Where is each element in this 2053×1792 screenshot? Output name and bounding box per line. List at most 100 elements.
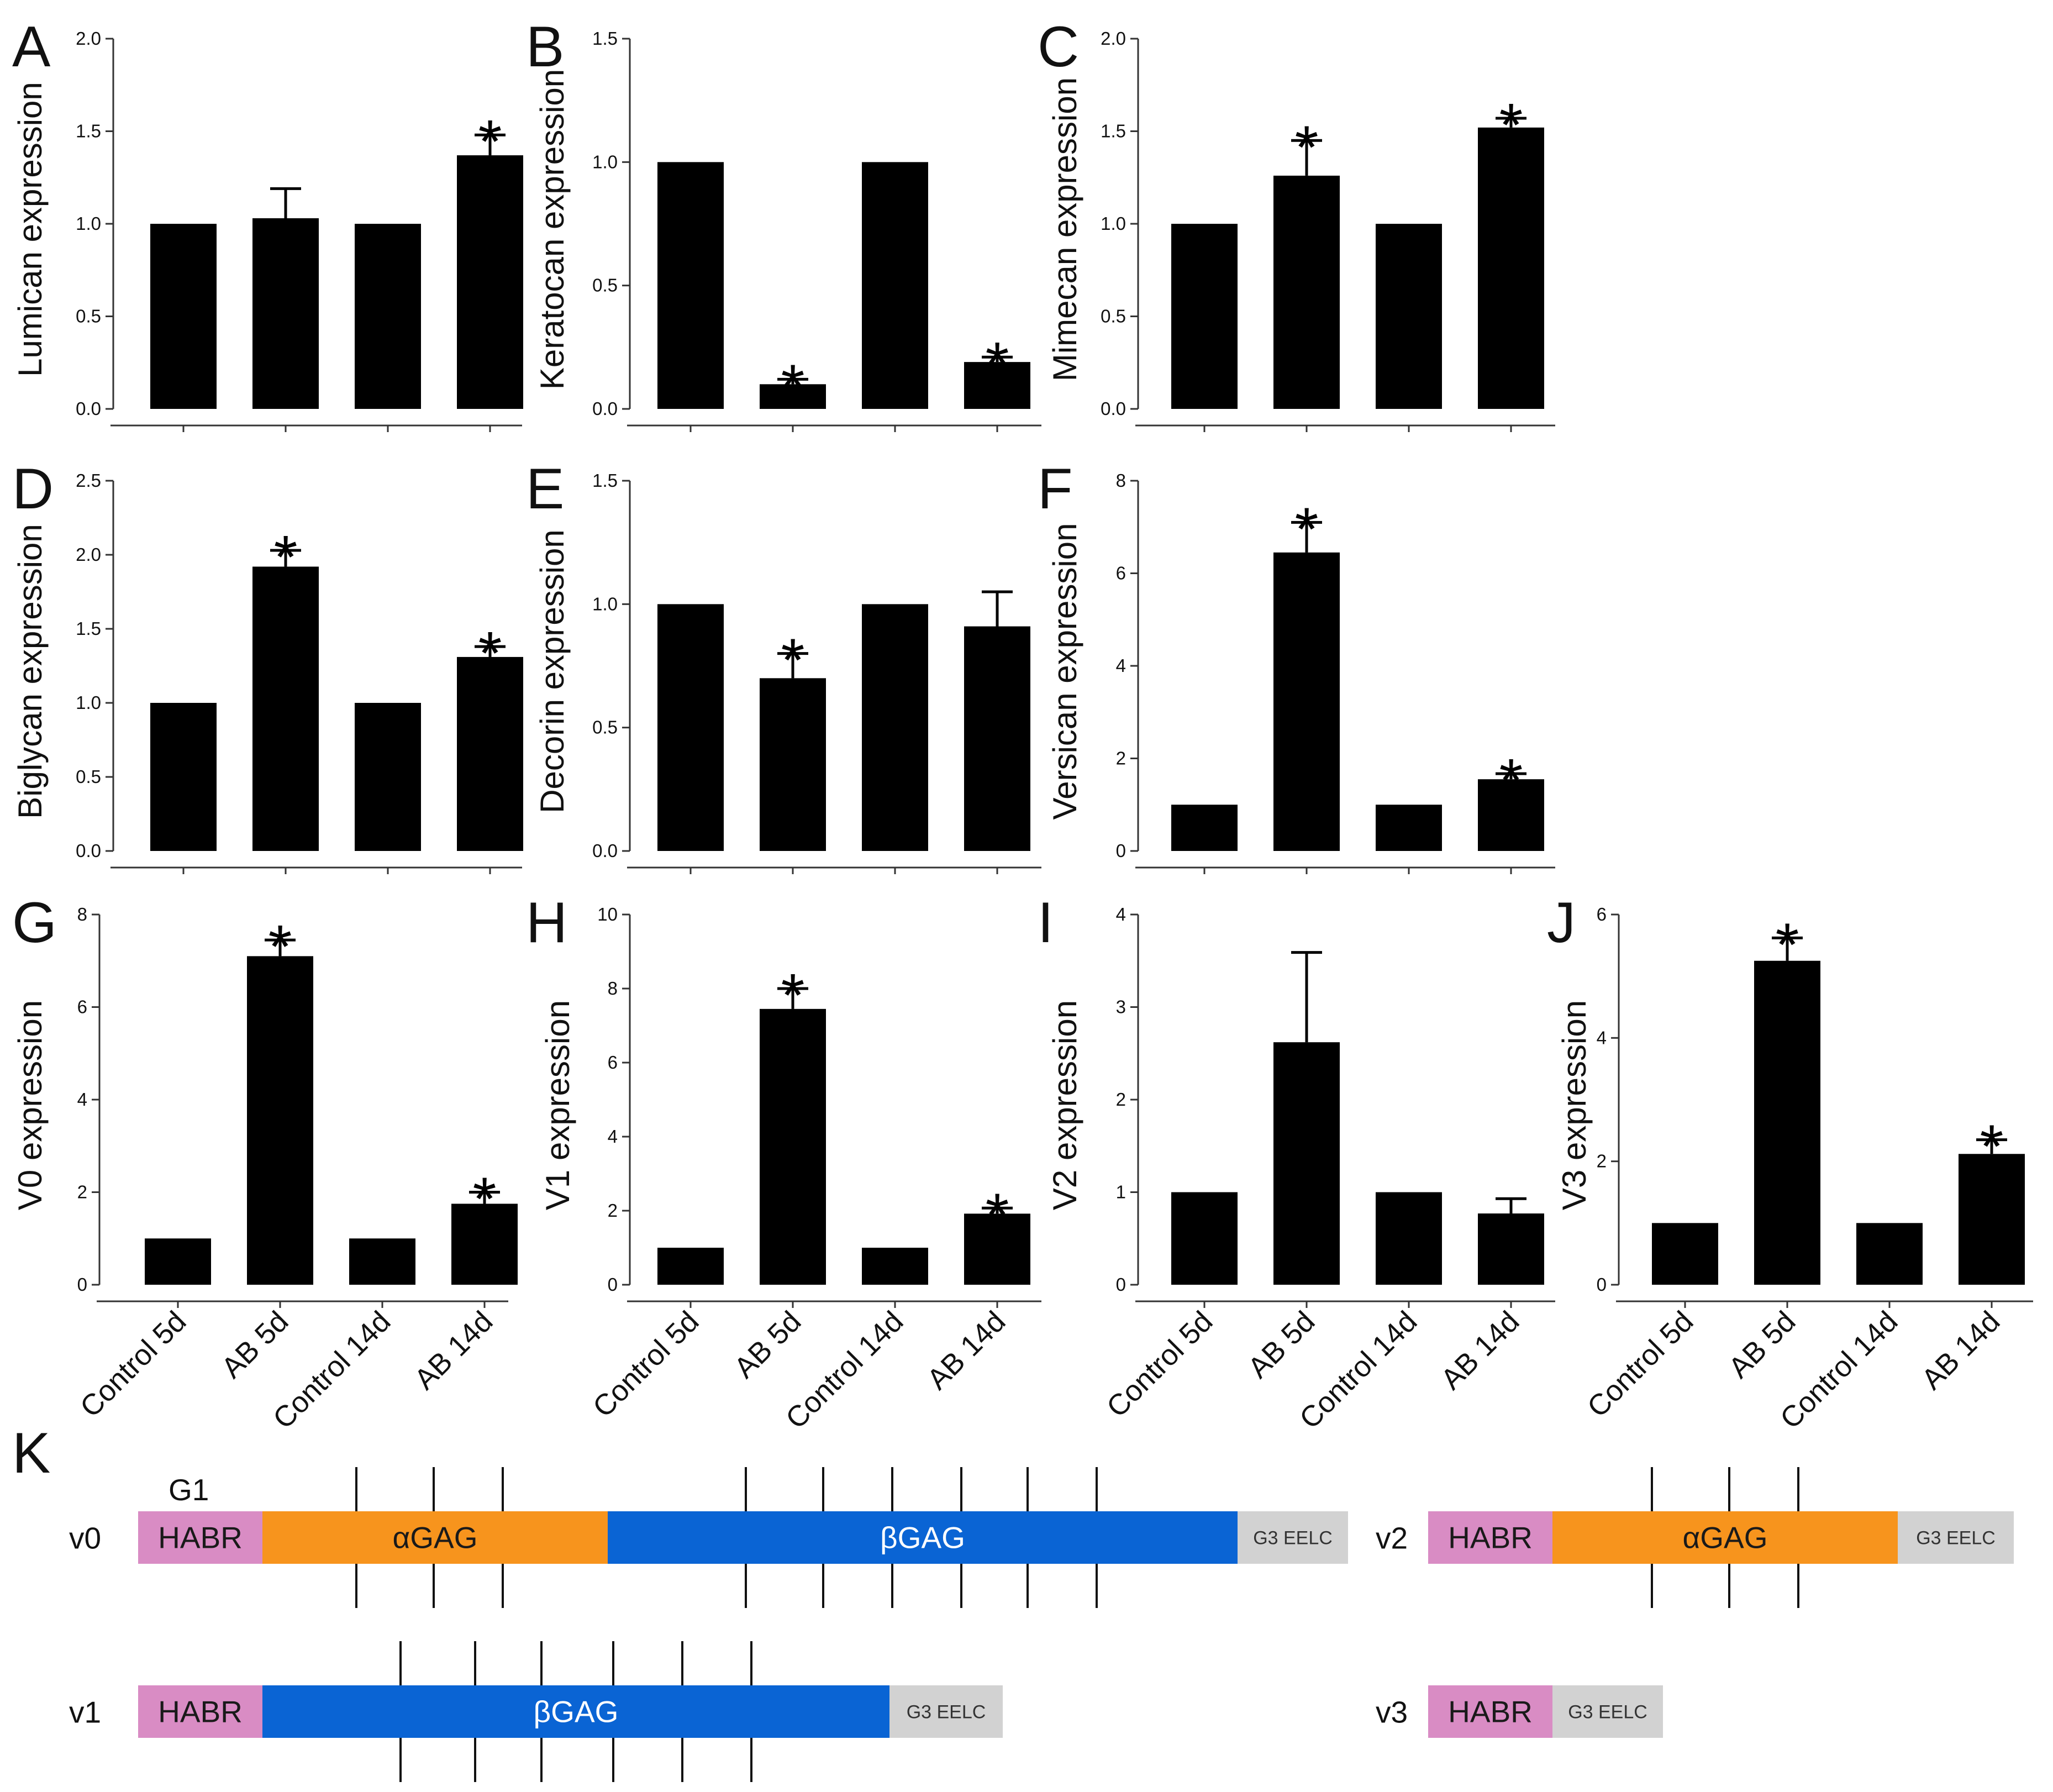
y-tick-label: 0.0 bbox=[592, 840, 618, 861]
bar bbox=[657, 162, 724, 409]
bar bbox=[1273, 1042, 1340, 1285]
x-tick-label: AB 5d bbox=[215, 1305, 295, 1385]
bar bbox=[964, 626, 1030, 851]
bar bbox=[150, 703, 217, 851]
bar bbox=[760, 1008, 826, 1285]
y-tick-label: 2.0 bbox=[76, 28, 101, 49]
significance-star: * bbox=[986, 1181, 1009, 1249]
y-tick-label: 0.5 bbox=[76, 766, 101, 787]
y-tick-label: 1.5 bbox=[592, 28, 618, 49]
bar bbox=[451, 1204, 518, 1285]
bar bbox=[862, 1248, 928, 1285]
bar bbox=[355, 703, 421, 851]
y-tick-label: 8 bbox=[77, 904, 87, 924]
y-tick-label: 3 bbox=[1116, 997, 1126, 1017]
variant-v2: v2 HABR αGAG G3 EELC bbox=[1376, 1467, 2014, 1608]
y-tick-label: 2 bbox=[1597, 1151, 1607, 1171]
y-axis-label: V1 expression bbox=[539, 1000, 576, 1210]
panel-letter-j: J bbox=[1547, 891, 1576, 955]
y-tick-label: 1.0 bbox=[1101, 213, 1126, 234]
y-tick-label: 4 bbox=[1116, 655, 1126, 676]
panel-k-diagram: K G1 v0 HABR αGAG βGAG G3 EELC v1 HABR βGAG G3 EEL… bbox=[12, 1421, 2014, 1782]
x-tick-label: AB 14d bbox=[1435, 1305, 1526, 1396]
y-tick-label: 0.5 bbox=[1101, 306, 1126, 327]
variant-v0: v0 HABR αGAG βGAG G3 EELC bbox=[69, 1467, 1348, 1608]
panel-letter-h: H bbox=[526, 891, 567, 955]
bar bbox=[457, 155, 523, 409]
y-axis-label: Lumican expression bbox=[12, 82, 49, 377]
significance-star: * bbox=[986, 330, 1009, 398]
significance-star: * bbox=[1776, 911, 1799, 979]
y-tick-label: 2.0 bbox=[1101, 28, 1126, 49]
y-axis-label: Versican expression bbox=[1046, 523, 1083, 820]
variant-label: v2 bbox=[1376, 1521, 1408, 1555]
significance-star: * bbox=[1499, 747, 1523, 814]
y-tick-label: 0 bbox=[1597, 1274, 1607, 1295]
panel-e: E 0.0 0.5 1.0 1.5 Decorin expression * bbox=[526, 457, 1041, 874]
y-tick-label: 4 bbox=[1597, 1027, 1607, 1048]
significance-star: * bbox=[1980, 1113, 2004, 1181]
segment-habr bbox=[138, 1511, 262, 1564]
y-tick-label: 2 bbox=[1116, 1089, 1126, 1110]
x-tick-label: Control 5d bbox=[1101, 1305, 1219, 1424]
bar bbox=[457, 656, 523, 851]
variant-v1: v1 HABR βGAG G3 EELC bbox=[69, 1641, 1003, 1782]
significance-star: * bbox=[269, 913, 292, 981]
y-tick-label: 8 bbox=[1116, 470, 1126, 491]
y-tick-label: 0.5 bbox=[76, 306, 101, 327]
variant-label: v0 bbox=[69, 1521, 101, 1555]
significance-star: * bbox=[1295, 495, 1319, 563]
bar bbox=[1478, 1213, 1544, 1285]
segment-label: HABR bbox=[1448, 1695, 1533, 1729]
y-tick-label: 2.5 bbox=[76, 470, 101, 491]
y-tick-label: 0.5 bbox=[592, 717, 618, 738]
y-tick-label: 1.0 bbox=[76, 692, 101, 713]
bar bbox=[247, 956, 313, 1285]
y-tick-label: 1.5 bbox=[1101, 121, 1126, 141]
y-tick-label: 2 bbox=[1116, 748, 1126, 769]
y-tick-label: 0.5 bbox=[592, 275, 618, 296]
significance-star: * bbox=[478, 619, 502, 687]
panel-letter-c: C bbox=[1038, 15, 1079, 79]
segment-label: αGAG bbox=[392, 1521, 477, 1555]
panel-letter-b: B bbox=[526, 15, 564, 79]
y-axis-label: Keratocan expression bbox=[534, 69, 571, 390]
segment-label: βGAG bbox=[534, 1695, 619, 1729]
y-tick-label: 10 bbox=[597, 904, 618, 924]
x-tick-label: Control 5d bbox=[1581, 1305, 1700, 1424]
panel-b: B 0.0 0.5 1.0 1.5 Keratocan expression * * bbox=[526, 15, 1041, 432]
y-tick-label: 2 bbox=[77, 1182, 87, 1202]
y-tick-label: 0 bbox=[1116, 1274, 1126, 1295]
panel-letter-e: E bbox=[526, 457, 564, 521]
bar bbox=[150, 224, 217, 409]
bar bbox=[1273, 175, 1340, 409]
segment-label: αGAG bbox=[1682, 1521, 1767, 1555]
variant-v3: v3 HABR G3 EELC bbox=[1376, 1685, 1663, 1738]
significance-star: * bbox=[1295, 113, 1319, 181]
bar bbox=[760, 384, 826, 409]
segment-eelc bbox=[1552, 1685, 1663, 1738]
segment-label: G3 EELC bbox=[1916, 1528, 1996, 1549]
y-tick-label: 1.0 bbox=[592, 151, 618, 172]
y-tick-label: 0 bbox=[1116, 840, 1126, 861]
y-axis-label: Decorin expression bbox=[534, 529, 571, 813]
y-axis-label: V2 expression bbox=[1046, 1000, 1083, 1210]
bar bbox=[1171, 805, 1238, 851]
x-tick-label: AB 5d bbox=[1723, 1305, 1802, 1385]
bar bbox=[349, 1238, 415, 1285]
x-tick-label: AB 5d bbox=[728, 1305, 808, 1385]
panel-f: F 0 2 4 6 8 Versican expression * * bbox=[1038, 457, 1555, 874]
bar bbox=[964, 1213, 1030, 1285]
segment-label: HABR bbox=[158, 1695, 243, 1729]
x-tick-label: AB 14d bbox=[921, 1305, 1012, 1396]
bar bbox=[252, 566, 319, 851]
bar bbox=[1376, 224, 1442, 409]
panel-letter-d: D bbox=[12, 457, 54, 521]
variant-label: v1 bbox=[69, 1695, 101, 1730]
g1-label: G1 bbox=[169, 1473, 209, 1507]
bar bbox=[1754, 960, 1820, 1285]
segment-eelc bbox=[1898, 1511, 2014, 1564]
panel-d: D 0.0 0.5 1.0 1.5 2.0 2.5 Biglycan expression * * bbox=[12, 457, 523, 874]
